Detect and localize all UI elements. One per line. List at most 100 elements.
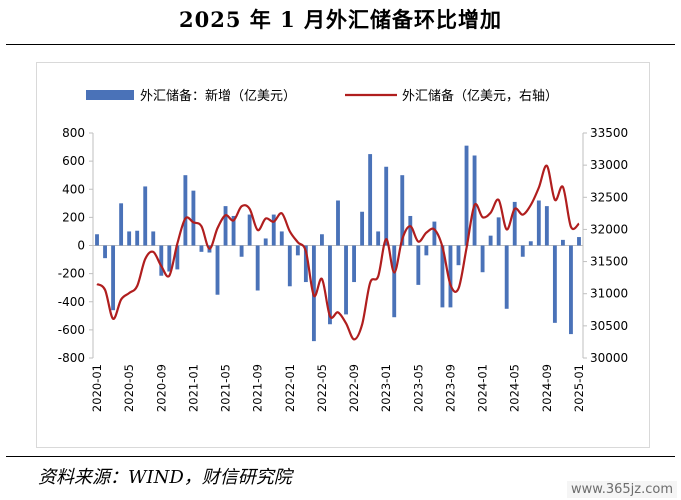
bar-2024-07 bbox=[528, 241, 533, 246]
bar-2022-09 bbox=[352, 245, 356, 283]
bar-2022-06 bbox=[328, 245, 332, 325]
bar-2020-05 bbox=[127, 231, 132, 246]
chart-title: 2025 年 1 月外汇储备环比增加 bbox=[179, 7, 502, 32]
y-right-tick-label: 32500 bbox=[590, 190, 628, 204]
x-tick-label: 2022-05 bbox=[315, 364, 329, 412]
reserve-line bbox=[96, 164, 580, 341]
legend-bar-label: 外汇储备：新增（亿美元） bbox=[140, 88, 296, 104]
y-right-tick-label: 30000 bbox=[590, 351, 628, 365]
y-left-tick-label: 400 bbox=[62, 182, 85, 196]
bar-2023-06 bbox=[424, 245, 429, 256]
y-left-tick-label: -600 bbox=[58, 323, 85, 337]
bar-2023-05 bbox=[416, 245, 421, 285]
legend-line-label: 外汇储备（亿美元，右轴） bbox=[402, 88, 558, 104]
x-tick-label: 2022-01 bbox=[283, 364, 297, 412]
bar-2024-10 bbox=[552, 245, 557, 323]
bar-2023-08 bbox=[440, 245, 445, 308]
bar-2021-02 bbox=[199, 245, 204, 252]
bar-2022-08 bbox=[344, 245, 348, 315]
bar-2020-08 bbox=[151, 231, 156, 246]
bar-2020-12 bbox=[183, 175, 188, 246]
x-tick-label: 2024-01 bbox=[476, 364, 490, 412]
bar-2020-09 bbox=[159, 245, 164, 276]
x-tick-label: 2023-05 bbox=[411, 364, 425, 412]
bar-2022-10 bbox=[360, 211, 365, 246]
x-tick-label: 2021-09 bbox=[251, 364, 265, 412]
x-tick-label: 2021-01 bbox=[186, 364, 200, 412]
y-left-tick-label: -800 bbox=[58, 351, 85, 365]
bar-2020-01 bbox=[95, 234, 99, 246]
bar-2021-10 bbox=[263, 238, 268, 246]
bar-2023-09 bbox=[448, 245, 453, 308]
bar-2023-01 bbox=[384, 166, 389, 246]
bar-2023-03 bbox=[400, 175, 405, 246]
bar-2021-05 bbox=[223, 206, 228, 246]
y-right-tick-label: 31500 bbox=[590, 255, 628, 269]
title-rule bbox=[6, 44, 675, 45]
source-rule bbox=[6, 456, 675, 457]
bar-2024-05 bbox=[512, 201, 517, 246]
bar-2024-09 bbox=[544, 206, 549, 246]
watermark: www.365jz.com bbox=[567, 481, 677, 498]
bar-2020-06 bbox=[135, 230, 140, 246]
x-tick-label: 2025-01 bbox=[572, 364, 586, 412]
y-right-tick-label: 33000 bbox=[590, 158, 628, 172]
bar-2021-04 bbox=[215, 245, 220, 295]
bar-2024-04 bbox=[504, 245, 509, 309]
bar-2024-12 bbox=[569, 245, 573, 335]
bar-2020-02 bbox=[103, 245, 107, 259]
bar-2021-12 bbox=[279, 231, 284, 246]
y-left-tick-label: -400 bbox=[58, 295, 85, 309]
bar-2024-08 bbox=[536, 200, 541, 246]
bar-2023-10 bbox=[456, 245, 461, 266]
bar-2024-01 bbox=[480, 245, 485, 273]
y-right-tick-label: 30500 bbox=[590, 319, 628, 333]
legend-bar-swatch bbox=[86, 90, 134, 100]
bar-2023-11 bbox=[464, 145, 469, 246]
bar-2021-01 bbox=[191, 190, 196, 246]
chart-frame bbox=[36, 62, 650, 448]
bar-2022-03 bbox=[303, 245, 308, 283]
y-left-tick-label: 200 bbox=[62, 210, 85, 224]
x-tick-label: 2020-01 bbox=[90, 364, 104, 412]
bar-2023-12 bbox=[472, 155, 477, 246]
bar-2021-06 bbox=[231, 215, 236, 246]
bar-2024-03 bbox=[496, 217, 501, 246]
bar-2022-01 bbox=[287, 245, 292, 287]
bar-2020-07 bbox=[143, 186, 148, 246]
x-tick-label: 2023-09 bbox=[443, 364, 457, 412]
bar-2022-07 bbox=[336, 200, 340, 246]
source-note: 资料来源：WIND，财信研究院 bbox=[38, 467, 292, 488]
y-right-tick-label: 33500 bbox=[590, 126, 628, 140]
bar-2020-11 bbox=[175, 245, 180, 270]
x-tick-label: 2021-05 bbox=[219, 364, 233, 412]
x-tick-label: 2020-09 bbox=[154, 364, 168, 412]
x-tick-label: 2024-09 bbox=[540, 364, 554, 412]
x-tick-label: 2020-05 bbox=[122, 364, 136, 412]
bar-2021-09 bbox=[255, 245, 260, 291]
x-tick-label: 2024-05 bbox=[508, 364, 522, 412]
bar-2023-04 bbox=[408, 215, 413, 246]
y-left-tick-label: 800 bbox=[62, 126, 85, 140]
y-left-tick-label: -200 bbox=[58, 267, 85, 281]
bar-2022-05 bbox=[320, 234, 324, 246]
bar-2020-03 bbox=[111, 245, 116, 311]
bar-2020-04 bbox=[119, 203, 124, 246]
bar-2024-06 bbox=[520, 245, 525, 257]
bar-2023-02 bbox=[392, 245, 397, 318]
bar-2024-02 bbox=[488, 235, 493, 246]
bar-2024-11 bbox=[560, 239, 565, 246]
bar-2022-11 bbox=[368, 154, 373, 246]
bar-2021-11 bbox=[271, 214, 276, 246]
bar-2025-01 bbox=[577, 237, 581, 246]
bar-2021-08 bbox=[247, 214, 252, 246]
bar-2023-07 bbox=[432, 221, 437, 246]
bar-2020-10 bbox=[167, 245, 172, 272]
x-tick-label: 2022-09 bbox=[347, 364, 361, 412]
y-right-tick-label: 31000 bbox=[590, 287, 628, 301]
bar-2022-02 bbox=[295, 245, 300, 256]
y-left-tick-label: 0 bbox=[77, 239, 85, 253]
bar-2021-07 bbox=[239, 245, 244, 257]
bar-2022-12 bbox=[376, 231, 381, 246]
